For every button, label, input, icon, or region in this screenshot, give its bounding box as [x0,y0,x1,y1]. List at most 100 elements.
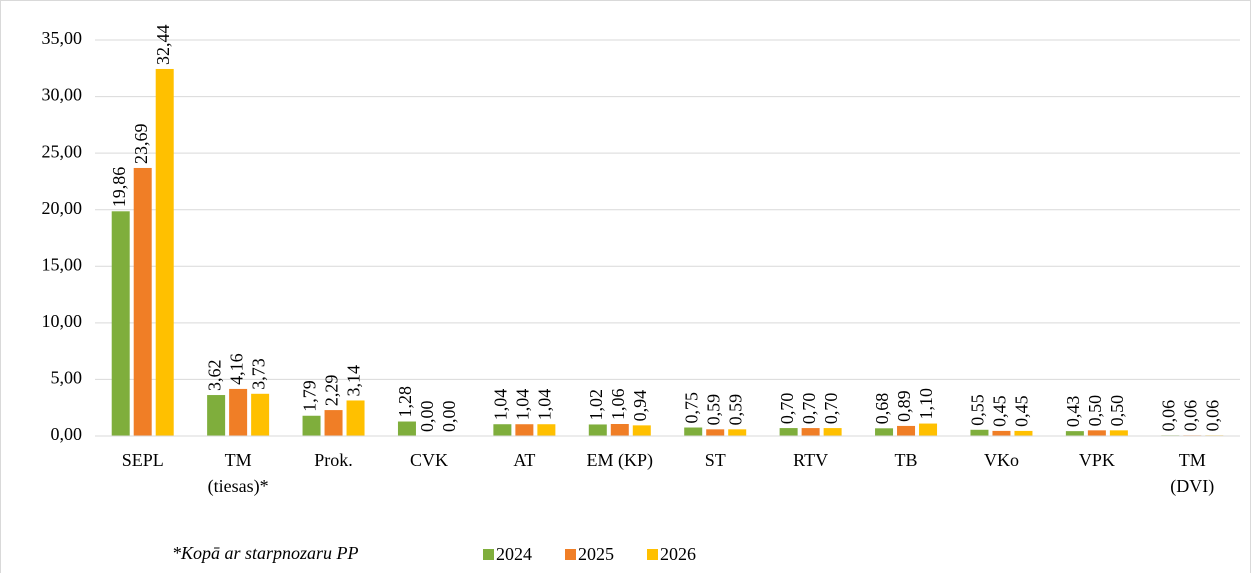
bar [684,427,703,436]
x-tick-label: Prok. [314,450,353,470]
value-label: 0,94 [630,390,650,422]
legend-swatch [565,549,576,560]
x-tick-line: Prok. [314,450,353,470]
bar [207,395,226,436]
bar [875,428,894,436]
value-label: 1,79 [300,380,320,412]
bar [706,429,725,436]
x-tick-label: AT [513,450,535,470]
bar [133,167,152,436]
bar [251,393,270,436]
x-tick-line: (tiesas)* [208,476,269,497]
bar [302,415,321,436]
x-tick-line: VKo [984,450,1019,470]
bar [346,400,365,436]
x-tick-line: ST [705,450,726,470]
bar [632,425,651,436]
bar [992,430,1011,436]
value-label: 0,89 [894,390,914,422]
bar [970,429,989,436]
bar [155,68,174,436]
value-label: 0,00 [417,401,437,433]
x-tick-line: TM [1179,450,1206,470]
bar [397,421,416,436]
legend-label: 2025 [578,544,614,564]
x-tick-line: VPK [1079,450,1115,470]
value-label: 0,50 [1085,395,1105,427]
bar [823,428,842,436]
value-label: 1,04 [535,389,555,421]
bar [515,424,534,436]
bar [588,424,607,436]
x-tick-label: EM (KP) [587,450,654,471]
y-tick-label: 15,00 [42,254,83,274]
bar [1087,430,1106,436]
value-label: 4,16 [226,353,246,385]
x-tick-label: TM (DVI) [1170,450,1214,497]
y-tick-label: 25,00 [42,141,83,161]
legend-swatch [647,549,658,560]
bar [610,424,629,436]
bar [537,424,556,436]
y-tick-label: 0,00 [51,424,83,444]
value-label: 32,44 [153,24,173,65]
value-label: 0,45 [990,395,1010,427]
value-label: 3,62 [204,360,224,392]
x-tick-line: TB [895,450,918,470]
y-tick-label: 20,00 [42,198,83,218]
value-label: 0,06 [1158,400,1178,432]
bar [493,424,512,436]
x-tick-line: SEPL [122,450,164,470]
value-label: 2,29 [322,375,342,407]
x-tick-line: EM (KP) [587,450,654,471]
value-label: 0,55 [968,394,988,426]
value-label: 0,45 [1012,395,1032,427]
bar [1065,431,1084,436]
x-tick-label: VPK [1079,450,1115,470]
value-label: 0,70 [777,393,797,425]
bar [919,423,938,436]
y-tick-label: 5,00 [51,368,83,388]
value-label: 0,70 [821,393,841,425]
bar [1109,430,1128,436]
value-label: 3,14 [344,365,364,397]
bar [324,410,343,436]
x-tick-line: AT [513,450,535,470]
value-label: 0,00 [439,401,459,433]
value-label: 1,04 [491,389,511,421]
bar [229,388,248,436]
value-label: 3,73 [248,358,268,390]
x-tick-label: VKo [984,450,1019,470]
value-label: 19,86 [109,167,129,208]
y-tick-label: 10,00 [42,311,83,331]
y-tick-label: 30,00 [42,85,83,105]
x-tick-label: ST [705,450,726,470]
x-tick-label: SEPL [122,450,164,470]
y-tick-label: 35,00 [42,28,83,48]
value-label: 1,02 [586,389,606,421]
value-label: 0,06 [1202,400,1222,432]
footnote: *Kopā ar starpnozaru PP [172,543,359,563]
legend-label: 2026 [660,544,696,564]
x-tick-label: CVK [410,450,448,470]
value-label: 0,06 [1180,400,1200,432]
value-label: 0,59 [703,394,723,426]
value-label: 0,70 [799,393,819,425]
bar [801,428,820,436]
bar [728,429,747,436]
value-label: 1,28 [395,386,415,418]
bar [111,211,130,436]
x-tick-line: TM [225,450,252,470]
value-label: 0,43 [1063,396,1083,428]
x-tick-line: RTV [793,450,828,470]
x-tick-line: (DVI) [1170,476,1214,497]
x-tick-line: CVK [410,450,448,470]
bar [1014,430,1033,436]
x-tick-label: TM (tiesas)* [208,450,269,497]
value-label: 0,68 [872,393,892,425]
value-label: 0,50 [1107,395,1127,427]
value-label: 0,59 [725,394,745,426]
x-tick-label: TB [895,450,918,470]
